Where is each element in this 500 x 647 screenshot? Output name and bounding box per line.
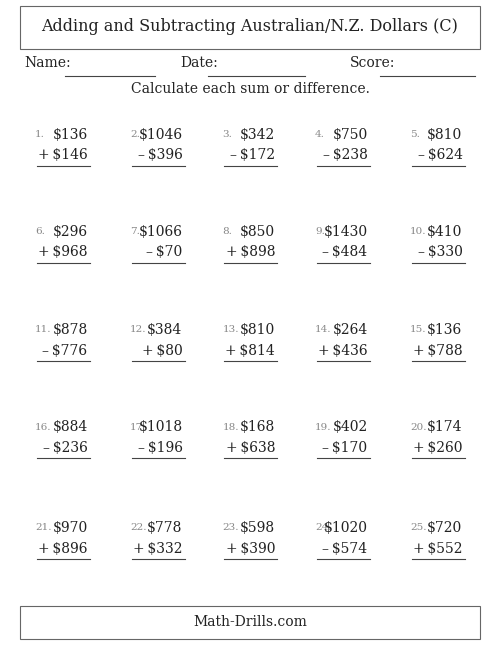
Text: 12.: 12. [130,325,146,334]
Text: 10.: 10. [410,227,426,236]
Text: $1046: $1046 [138,127,182,142]
Text: – $70: – $70 [146,245,182,259]
Text: – $484: – $484 [322,245,368,259]
Text: $1066: $1066 [138,225,182,239]
Text: 5.: 5. [410,130,420,139]
Text: $750: $750 [332,127,368,142]
Text: $264: $264 [332,323,368,337]
Text: 7.: 7. [130,227,140,236]
Text: 13.: 13. [222,325,239,334]
Text: Calculate each sum or difference.: Calculate each sum or difference. [130,82,370,96]
Text: $810: $810 [427,127,462,142]
Text: 18.: 18. [222,422,239,432]
Text: 9.: 9. [315,227,325,236]
Text: + $814: + $814 [225,344,275,358]
Text: + $898: + $898 [226,245,275,259]
Text: $342: $342 [240,127,275,142]
Text: $850: $850 [240,225,275,239]
Text: $136: $136 [427,323,462,337]
Text: 23.: 23. [222,523,239,532]
Text: Name:: Name: [24,56,70,71]
FancyBboxPatch shape [20,606,480,639]
Text: + $146: + $146 [38,148,88,162]
Text: $970: $970 [52,521,88,535]
Text: $878: $878 [52,323,88,337]
Text: 8.: 8. [222,227,232,236]
Text: + $80: + $80 [142,344,182,358]
Text: 25.: 25. [410,523,426,532]
Text: + $788: + $788 [413,344,463,358]
Text: – $196: – $196 [138,441,182,455]
Text: Adding and Subtracting Australian/N.Z. Dollars (C): Adding and Subtracting Australian/N.Z. D… [42,18,459,36]
Text: $384: $384 [147,323,182,337]
Text: + $260: + $260 [413,441,463,455]
Text: 11.: 11. [35,325,51,334]
Text: – $330: – $330 [418,245,463,259]
Text: + $638: + $638 [226,441,275,455]
Text: – $236: – $236 [42,441,88,455]
Text: + $968: + $968 [38,245,88,259]
Text: – $238: – $238 [322,148,368,162]
Text: 4.: 4. [315,130,325,139]
Text: $1020: $1020 [324,521,368,535]
Text: $410: $410 [427,225,462,239]
Text: + $436: + $436 [318,344,368,358]
Text: – $776: – $776 [42,344,88,358]
Text: $296: $296 [52,225,88,239]
Text: 24.: 24. [315,523,332,532]
Text: $168: $168 [240,420,275,434]
Text: $1430: $1430 [324,225,368,239]
Text: $174: $174 [427,420,462,434]
Text: Date:: Date: [180,56,218,71]
Text: $598: $598 [240,521,275,535]
Text: $136: $136 [52,127,88,142]
Text: 15.: 15. [410,325,426,334]
Text: 16.: 16. [35,422,51,432]
Text: 17.: 17. [130,422,146,432]
Text: – $172: – $172 [230,148,275,162]
Text: $1018: $1018 [138,420,182,434]
Text: $720: $720 [427,521,462,535]
Text: 1.: 1. [35,130,45,139]
Text: $810: $810 [240,323,275,337]
Text: 21.: 21. [35,523,51,532]
Text: $402: $402 [332,420,368,434]
Text: – $574: – $574 [322,542,368,556]
Text: – $624: – $624 [418,148,463,162]
Text: + $332: + $332 [133,542,182,556]
Text: + $552: + $552 [413,542,463,556]
Text: + $390: + $390 [226,542,275,556]
Text: 2.: 2. [130,130,140,139]
Text: Score:: Score: [350,56,396,71]
Text: $778: $778 [147,521,182,535]
FancyBboxPatch shape [20,6,480,49]
Text: Math-Drills.com: Math-Drills.com [193,615,307,630]
Text: + $896: + $896 [38,542,88,556]
Text: 3.: 3. [222,130,232,139]
Text: 6.: 6. [35,227,45,236]
Text: – $396: – $396 [138,148,182,162]
Text: – $170: – $170 [322,441,368,455]
Text: 19.: 19. [315,422,332,432]
Text: $884: $884 [52,420,88,434]
Text: 22.: 22. [130,523,146,532]
Text: 20.: 20. [410,422,426,432]
Text: 14.: 14. [315,325,332,334]
